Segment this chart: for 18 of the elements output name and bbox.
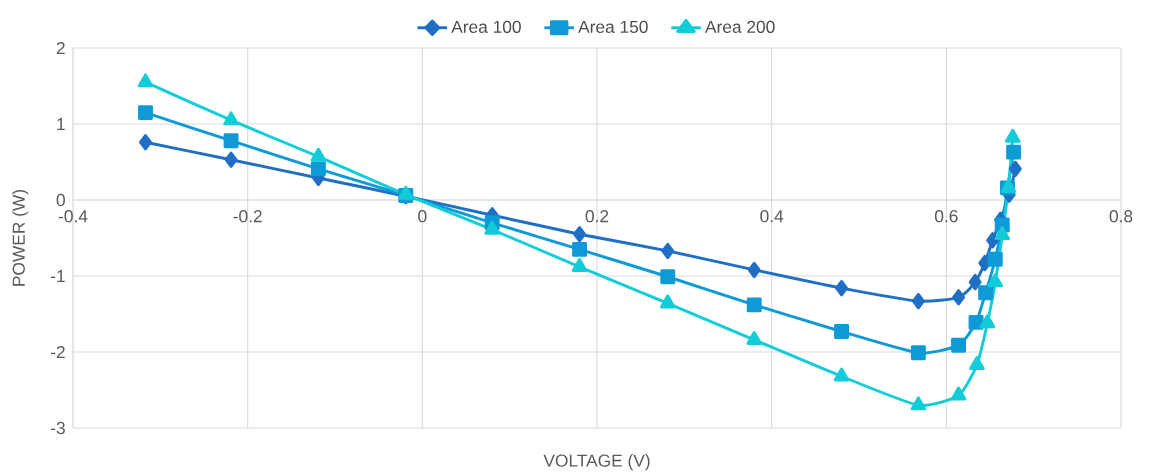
x-tick-label: 0.6 bbox=[934, 210, 958, 223]
y-axis-title: POWER (W) bbox=[12, 190, 29, 286]
x-tick-label: -0.2 bbox=[233, 210, 262, 223]
x-tick-label: 0 bbox=[418, 210, 427, 223]
y-tick-label: 0 bbox=[56, 194, 65, 207]
y-tick-label: -2 bbox=[50, 346, 65, 359]
y-tick-label: 2 bbox=[56, 42, 65, 55]
x-tick-label: 0.4 bbox=[760, 210, 784, 223]
y-tick-label: -3 bbox=[50, 422, 65, 435]
legend-label: Area 100 bbox=[451, 20, 521, 34]
x-tick-label: 0.2 bbox=[585, 210, 609, 223]
x-tick-label: -0.4 bbox=[58, 210, 88, 223]
x-tick-label: 0.8 bbox=[1109, 210, 1133, 223]
x-axis-title: VOLTAGE (V) bbox=[543, 454, 650, 471]
y-tick-label: 1 bbox=[57, 118, 65, 131]
y-tick-label: -1 bbox=[50, 270, 65, 283]
legend-label: Area 200 bbox=[705, 20, 775, 34]
legend-label: Area 150 bbox=[578, 20, 648, 34]
